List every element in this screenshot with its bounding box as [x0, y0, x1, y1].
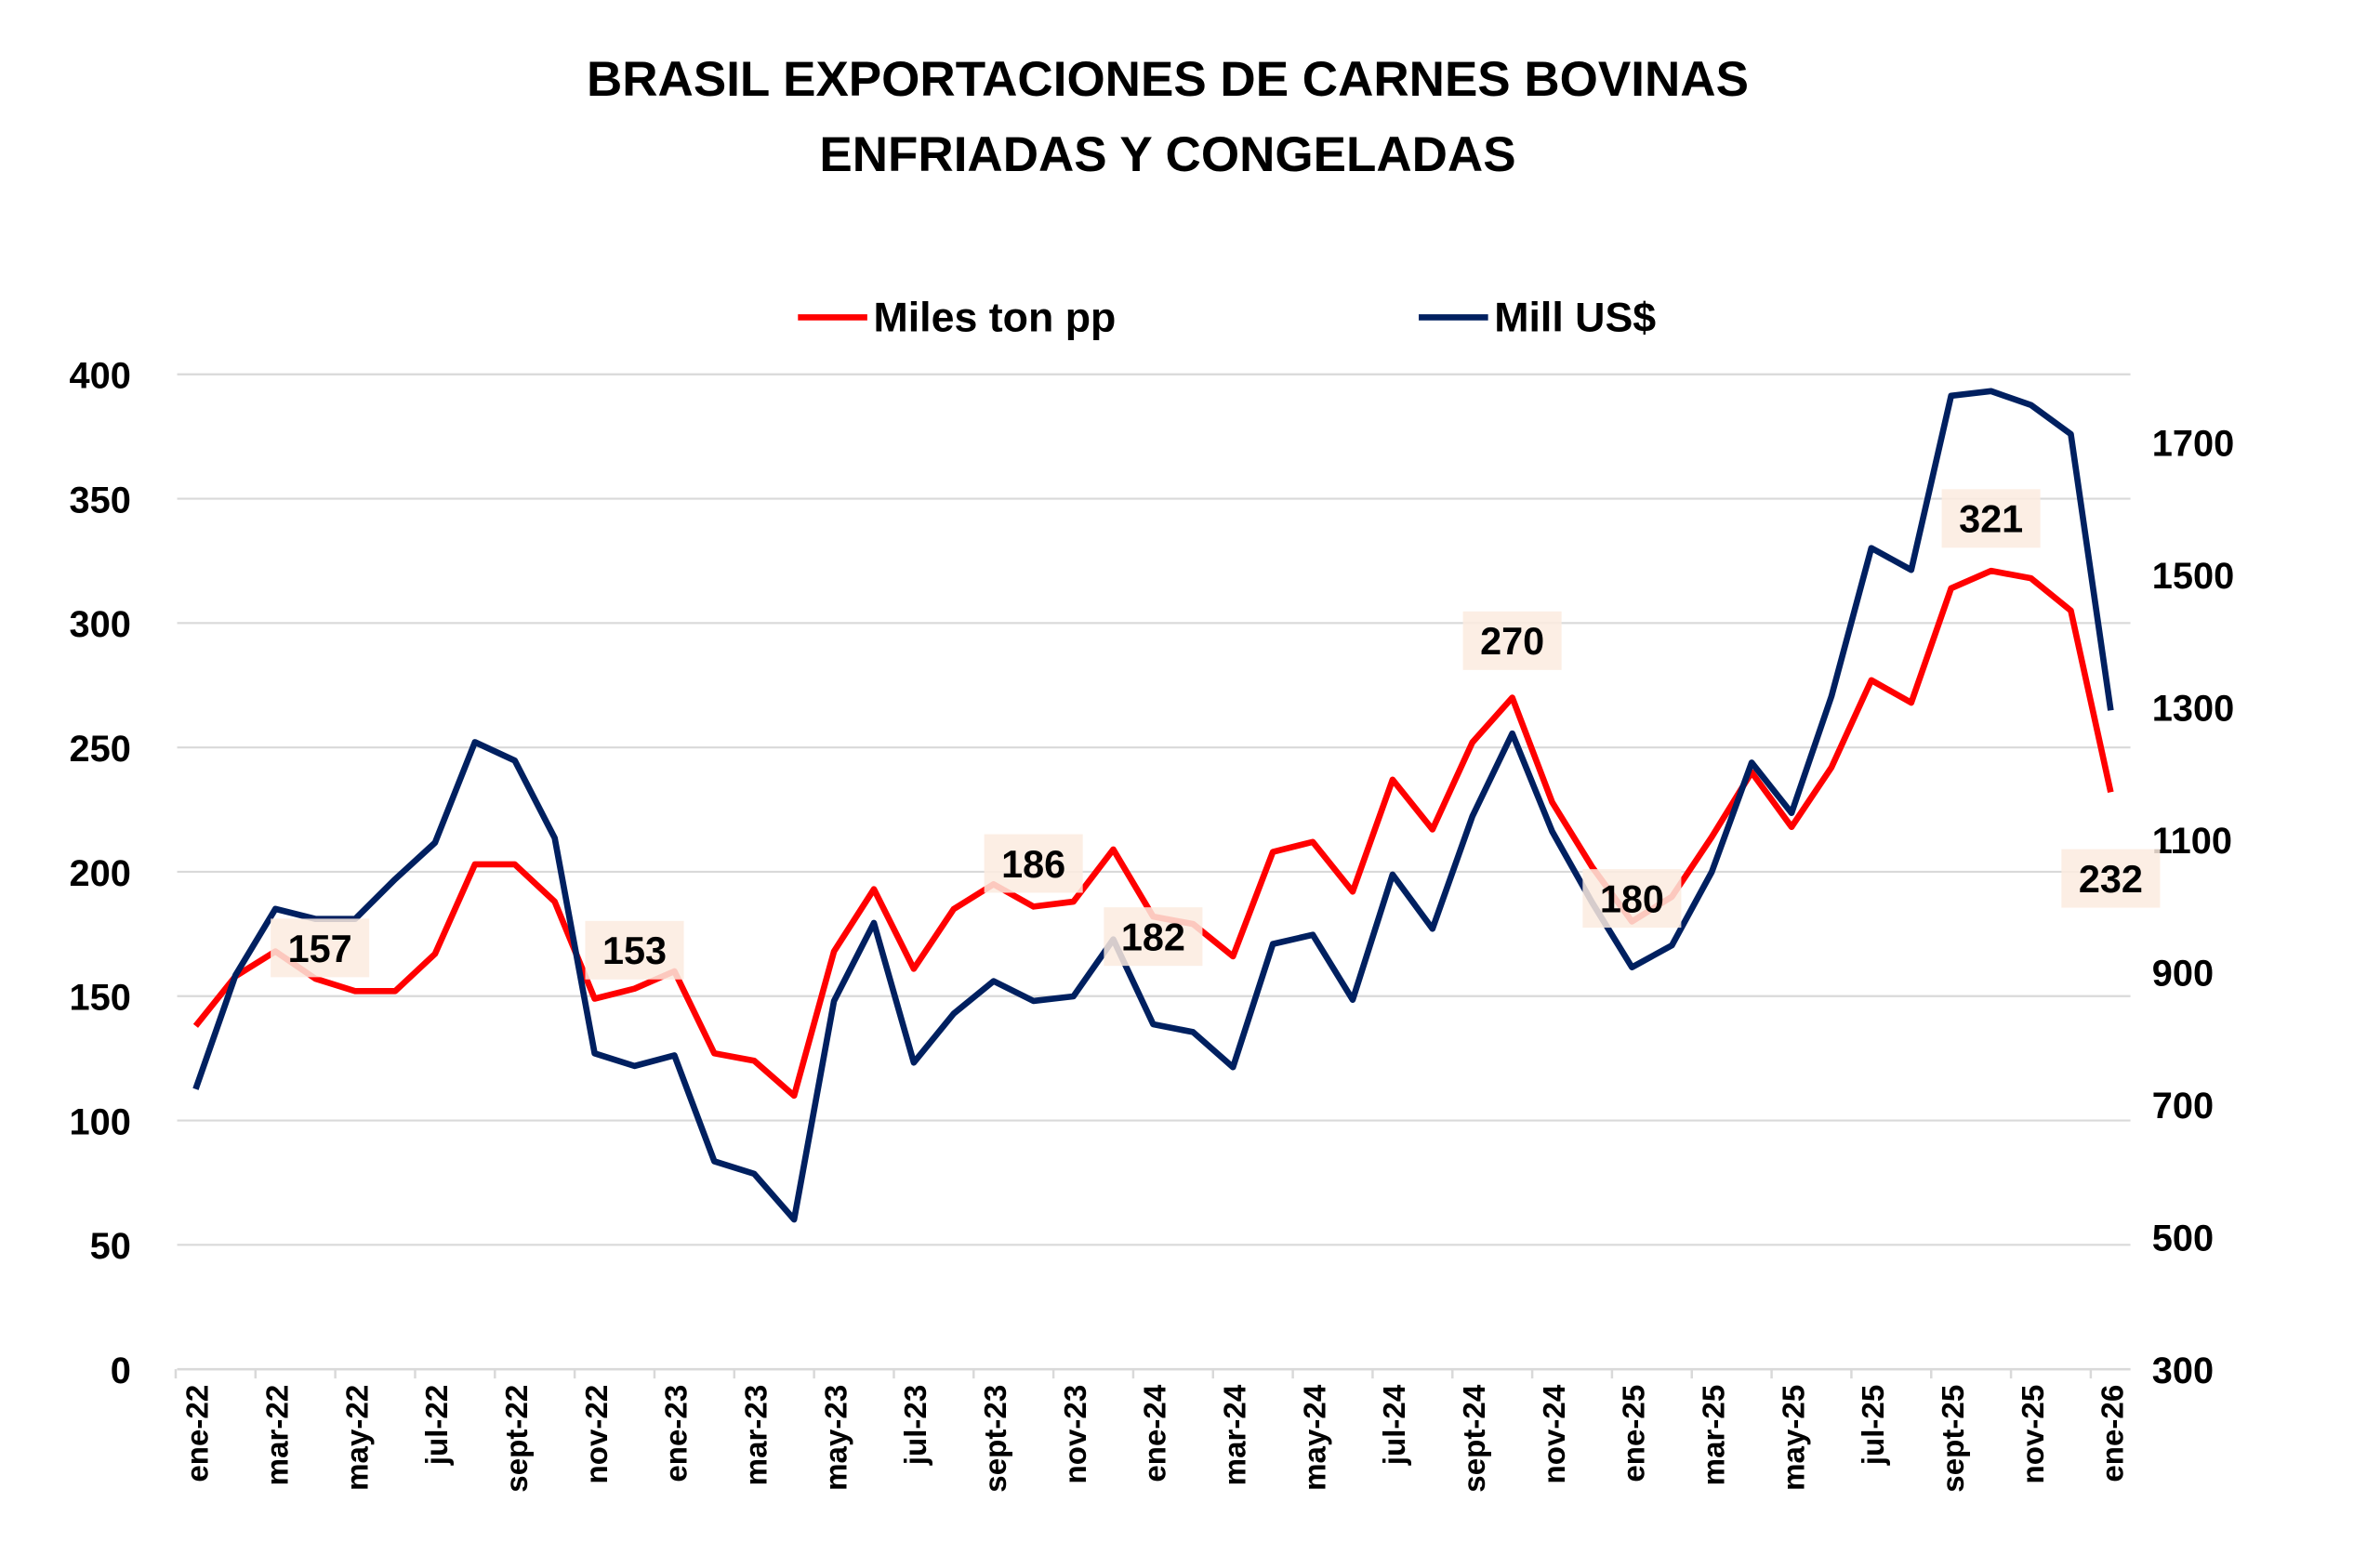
legend-label-miles-ton: Miles ton pp — [873, 295, 1116, 340]
y-left-tick-label: 150 — [70, 978, 131, 1019]
data-labels: 157 153 186 182 270 180 321 232 — [271, 489, 2161, 980]
data-label-text: 270 — [1480, 620, 1544, 663]
x-tick-label: ene-22 — [181, 1385, 216, 1482]
chart-title-line-1: BRASIL EXPORTACIONES DE CARNES BOVINAS — [587, 52, 1749, 107]
data-label-box — [1582, 869, 1682, 929]
y-right-tick-label: 1500 — [2152, 556, 2234, 597]
y-left-tick-label: 400 — [70, 356, 131, 397]
y-right-tick-label: 700 — [2152, 1086, 2214, 1127]
data-label-box — [1104, 907, 1203, 967]
x-tick-label: jul-22 — [420, 1385, 455, 1467]
x-tick-label: may-22 — [340, 1385, 375, 1491]
x-tick-label: ene-25 — [1618, 1385, 1652, 1482]
data-label-text: 186 — [1001, 843, 1065, 886]
data-label-box — [271, 918, 370, 978]
x-tick-label: ene-26 — [2096, 1385, 2131, 1482]
data-label: 232 — [2061, 849, 2161, 908]
data-label-box — [1941, 489, 2041, 548]
y-right-tick-label: 500 — [2152, 1219, 2214, 1259]
data-label: 180 — [1582, 869, 1682, 929]
data-label-text: 321 — [1959, 498, 2023, 541]
y-left-tick-label: 100 — [70, 1101, 131, 1142]
x-tick-label: mar-22 — [261, 1385, 296, 1486]
x-tick-label: nov-23 — [1059, 1385, 1093, 1484]
y-right-tick-label: 1700 — [2152, 424, 2234, 465]
x-tick-label: may-25 — [1777, 1385, 1811, 1491]
x-axis: ene-22 mar-22 may-22 jul-22 sept-22 nov-22 ene… — [174, 1367, 2131, 1493]
data-label-text: 157 — [288, 928, 352, 970]
x-tick-label: ene-23 — [660, 1385, 694, 1482]
y-left-tick-label: 300 — [70, 604, 131, 645]
chart-title-line-2: ENFRIADAS Y CONGELADAS — [819, 127, 1515, 182]
y-left-tick-label: 200 — [70, 853, 131, 894]
data-label: 321 — [1941, 489, 2041, 548]
x-tick-label: jul-24 — [1378, 1384, 1412, 1466]
x-tick-label: may-23 — [819, 1385, 853, 1491]
y-left-tick-label: 0 — [111, 1351, 131, 1391]
y-left-tick-label: 50 — [90, 1226, 131, 1267]
x-tick-label: jul-23 — [899, 1385, 933, 1467]
y-axis-left: 0 50 100 150 200 250 300 350 400 — [70, 356, 131, 1391]
y-right-tick-label: 1300 — [2152, 689, 2234, 730]
data-label: 182 — [1104, 907, 1203, 967]
x-tick-label: sept-23 — [979, 1385, 1013, 1493]
data-label: 186 — [984, 834, 1083, 893]
x-tick-label: mar-23 — [740, 1385, 774, 1486]
y-right-tick-label: 300 — [2152, 1351, 2214, 1391]
data-label-text: 232 — [2079, 858, 2143, 901]
x-tick-label: nov-22 — [580, 1385, 615, 1484]
x-tick-label: sept-24 — [1458, 1384, 1492, 1493]
data-label-box — [984, 834, 1083, 893]
legend-label-mill-usd: Mill US$ — [1494, 295, 1656, 340]
x-tick-label: may-24 — [1298, 1384, 1332, 1491]
x-tick-label: mar-24 — [1218, 1384, 1252, 1485]
series-line-miles-ton — [192, 567, 2114, 1100]
series-lines — [192, 388, 2114, 1223]
y-right-tick-label: 900 — [2152, 954, 2214, 995]
y-axis-right: 300 500 700 900 1100 1300 1500 1700 — [2152, 424, 2234, 1391]
x-tick-label: sept-25 — [1937, 1385, 1971, 1493]
y-left-tick-label: 250 — [70, 729, 131, 770]
data-label: 157 — [271, 918, 370, 978]
y-right-tick-label: 1100 — [2152, 821, 2232, 862]
data-label-box — [585, 920, 684, 980]
x-tick-label: mar-25 — [1697, 1385, 1731, 1486]
data-label-text: 182 — [1121, 916, 1185, 959]
data-label-box — [2061, 849, 2161, 908]
data-label-box — [1462, 611, 1562, 670]
series-line-mill-usd — [192, 388, 2114, 1223]
data-label: 153 — [585, 920, 684, 980]
x-tick-label: nov-25 — [2016, 1385, 2051, 1484]
y-left-tick-label: 350 — [70, 480, 131, 520]
x-tick-label: ene-24 — [1139, 1384, 1173, 1482]
legend: Miles ton pp Mill US$ — [798, 295, 1656, 340]
data-label-text: 180 — [1600, 878, 1664, 921]
x-tick-label: jul-25 — [1857, 1385, 1891, 1467]
x-tick-label: sept-22 — [500, 1385, 535, 1493]
x-tick-label: nov-24 — [1538, 1384, 1572, 1483]
data-label-text: 153 — [602, 929, 667, 972]
data-label: 270 — [1462, 611, 1562, 670]
